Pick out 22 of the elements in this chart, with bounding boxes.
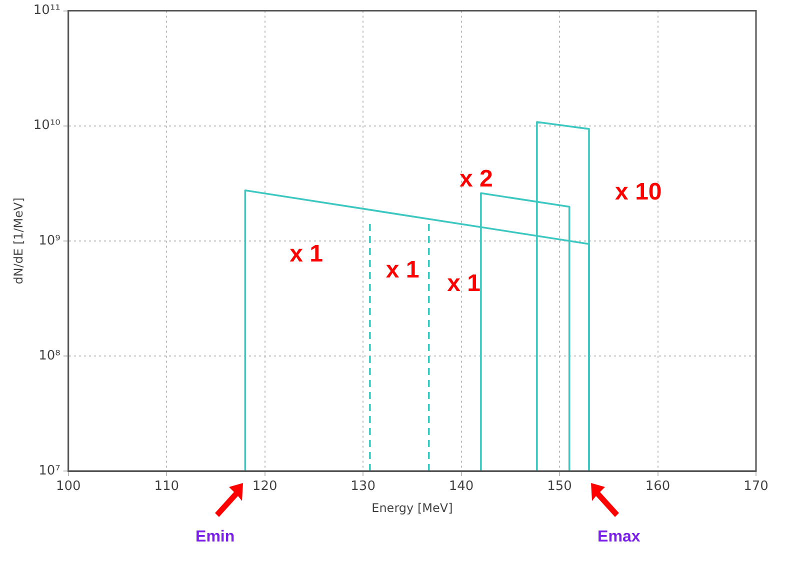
x-tick-label: 140 (448, 479, 474, 494)
text: Emax (598, 528, 640, 546)
x-axis-title: Energy [MeV] (372, 500, 453, 515)
x-tick-label: 150 (547, 479, 572, 494)
annotation: x 1 (386, 256, 420, 284)
x-tick-label: 130 (350, 479, 376, 494)
annotation: x 10 (615, 178, 662, 206)
annotation: x 2 (459, 165, 493, 192)
annotation: x 1 (447, 270, 480, 298)
x-tick-label: 100 (56, 479, 81, 494)
y-tick-label: 10⁸ (38, 348, 60, 364)
x-tick-label: 110 (154, 479, 180, 494)
y-tick-label: 10⁹ (38, 233, 60, 248)
y-axis-title: dN/dE [1/MeV] (11, 198, 26, 284)
x-tick-label: 160 (645, 479, 670, 494)
text: Emin (196, 528, 235, 546)
y-tick-label: 10¹⁰ (33, 118, 60, 134)
y-tick-label: 10⁷ (38, 463, 60, 478)
x-tick-label: 120 (252, 479, 278, 494)
annotation: x 1 (290, 240, 323, 268)
y-tick-label: 10¹¹ (33, 3, 60, 18)
x-tick-label: 170 (744, 479, 768, 494)
